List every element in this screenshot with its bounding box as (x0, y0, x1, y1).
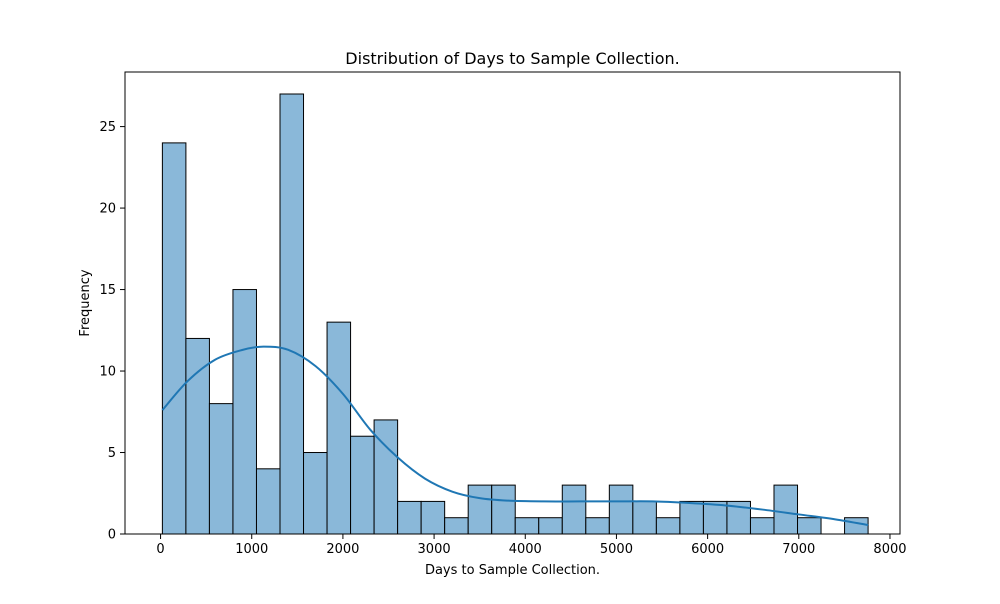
histogram-bar (561, 484, 587, 535)
x-tick-label: 6000 (691, 542, 724, 557)
histogram-bar (444, 517, 469, 535)
x-tick-label: 7000 (782, 542, 815, 557)
histogram-bar (749, 517, 775, 535)
histogram-bar (844, 517, 869, 535)
histogram-bar (797, 517, 822, 535)
histogram-bar (679, 500, 704, 535)
x-tick-label: 8000 (873, 542, 906, 557)
y-tick-label: 5 (108, 446, 116, 461)
kde-curve (161, 345, 869, 527)
y-tick-label: 15 (99, 283, 116, 298)
histogram-bars (161, 93, 869, 535)
histogram-bar (585, 517, 610, 535)
histogram-bar (161, 142, 187, 535)
x-axis-label: Days to Sample Collection. (425, 563, 600, 578)
histogram-bar (208, 403, 234, 535)
histogram-bar (773, 484, 799, 535)
histogram-bar (255, 468, 281, 535)
y-tick-label: 20 (99, 202, 116, 217)
histogram-bar (655, 517, 681, 535)
histogram-bar (702, 500, 728, 535)
histogram-bar (514, 517, 540, 535)
histogram-bar (491, 484, 516, 535)
chart-title: Distribution of Days to Sample Collectio… (345, 49, 679, 68)
x-tick-label: 4000 (509, 542, 542, 557)
x-tick-label: 1000 (235, 542, 268, 557)
histogram-bar (467, 484, 493, 535)
histogram-bar (185, 337, 210, 535)
histogram-bar (420, 500, 446, 535)
histogram-bar (538, 517, 563, 535)
y-tick-label: 0 (108, 528, 116, 543)
y-axis-label: Frequency (78, 269, 93, 336)
histogram-bar (279, 93, 305, 535)
x-axis-ticks: 0 1000 2000 3000 4000 5000 6000 7000 8000 (156, 534, 907, 557)
histogram-bar (632, 500, 657, 535)
histogram-bar (397, 500, 422, 535)
histogram-bar (232, 289, 257, 535)
x-tick-label: 3000 (418, 542, 451, 557)
x-tick-label: 2000 (326, 542, 359, 557)
x-tick-label: 5000 (600, 542, 633, 557)
y-axis-ticks: 0 5 10 15 20 25 (99, 120, 125, 543)
histogram-bar (350, 435, 375, 535)
y-tick-label: 10 (99, 365, 116, 380)
histogram-bar (326, 321, 352, 535)
axes-frame (124, 71, 901, 535)
histogram-bar (303, 452, 328, 535)
y-tick-label: 25 (99, 120, 116, 135)
x-tick-label: 0 (156, 542, 164, 557)
kde-curve-group (161, 345, 869, 527)
histogram-bar (608, 484, 634, 535)
